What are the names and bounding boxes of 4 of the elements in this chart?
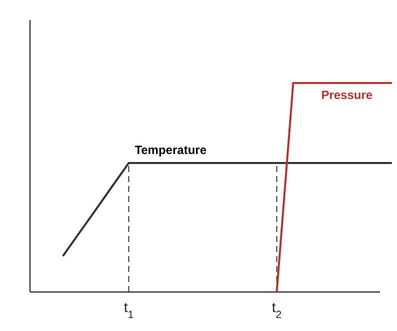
series-label: Pressure	[321, 88, 373, 102]
series-label: Temperature	[134, 143, 207, 158]
x-tick-label: t$_{2}$	[272, 299, 282, 321]
x-tick-label: t$_{1}$	[124, 299, 134, 321]
